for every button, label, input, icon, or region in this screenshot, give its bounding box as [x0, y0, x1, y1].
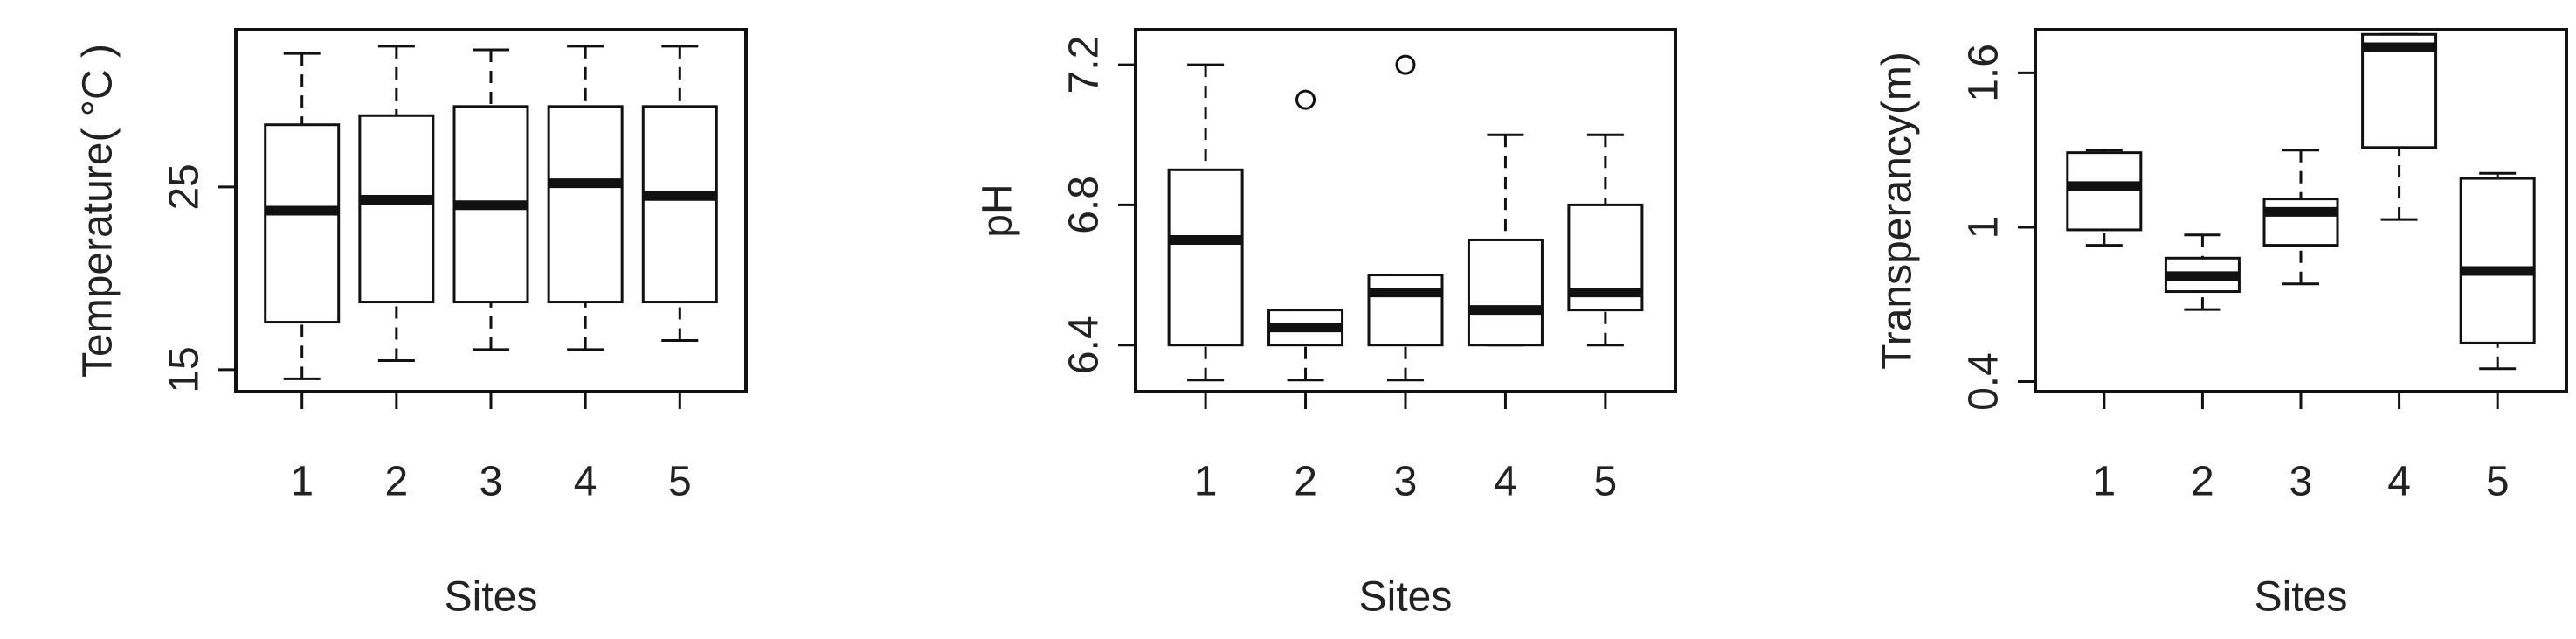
- y-tick-label: 6.8: [1061, 176, 1108, 234]
- y-tick-label: 15: [162, 346, 208, 392]
- x-tick-label: 1: [290, 459, 314, 505]
- x-tick-label: 2: [1294, 459, 1317, 505]
- x-tick-label: 1: [1194, 459, 1218, 505]
- x-tick-label: 3: [1394, 459, 1418, 505]
- x-tick-label: 4: [2387, 459, 2411, 505]
- x-tick-label: 5: [2486, 459, 2510, 505]
- x-tick-label: 5: [1594, 459, 1618, 505]
- box: [1367, 274, 1444, 347]
- box: [2262, 198, 2339, 247]
- y-tick-label: 1.6: [1961, 44, 2007, 102]
- x-tick-label: 4: [574, 459, 597, 505]
- y-tick-label: 1: [1961, 216, 2007, 240]
- box: [2066, 151, 2143, 232]
- x-axis-label: Sites: [2255, 574, 2348, 621]
- box: [358, 114, 435, 304]
- x-tick-label: 3: [2289, 459, 2313, 505]
- x-tick-label: 2: [385, 459, 409, 505]
- box: [2459, 177, 2536, 344]
- box: [1167, 168, 1244, 347]
- box: [547, 105, 624, 304]
- y-axis-label: pH: [975, 184, 1021, 237]
- box: [2361, 32, 2438, 149]
- y-tick-label: 25: [162, 163, 208, 210]
- box: [1467, 238, 1544, 347]
- y-tick-label: 6.4: [1061, 316, 1108, 374]
- y-axis-label: Transperancy(m): [1875, 52, 1921, 370]
- y-tick-label: 7.2: [1061, 36, 1108, 94]
- x-axis-label: Sites: [1359, 574, 1453, 621]
- box: [264, 123, 341, 324]
- x-axis-label: Sites: [445, 574, 538, 621]
- x-tick-label: 1: [2092, 459, 2116, 505]
- x-tick-label: 2: [2191, 459, 2214, 505]
- outlier: [1295, 89, 1316, 110]
- x-tick-label: 4: [1494, 459, 1517, 505]
- y-axis-label: Temperature( °C ): [75, 44, 121, 378]
- y-tick-label: 0.4: [1961, 352, 2007, 411]
- outlier: [1395, 54, 1416, 75]
- x-tick-label: 3: [480, 459, 503, 505]
- x-tick-label: 5: [668, 459, 692, 505]
- box: [641, 105, 718, 304]
